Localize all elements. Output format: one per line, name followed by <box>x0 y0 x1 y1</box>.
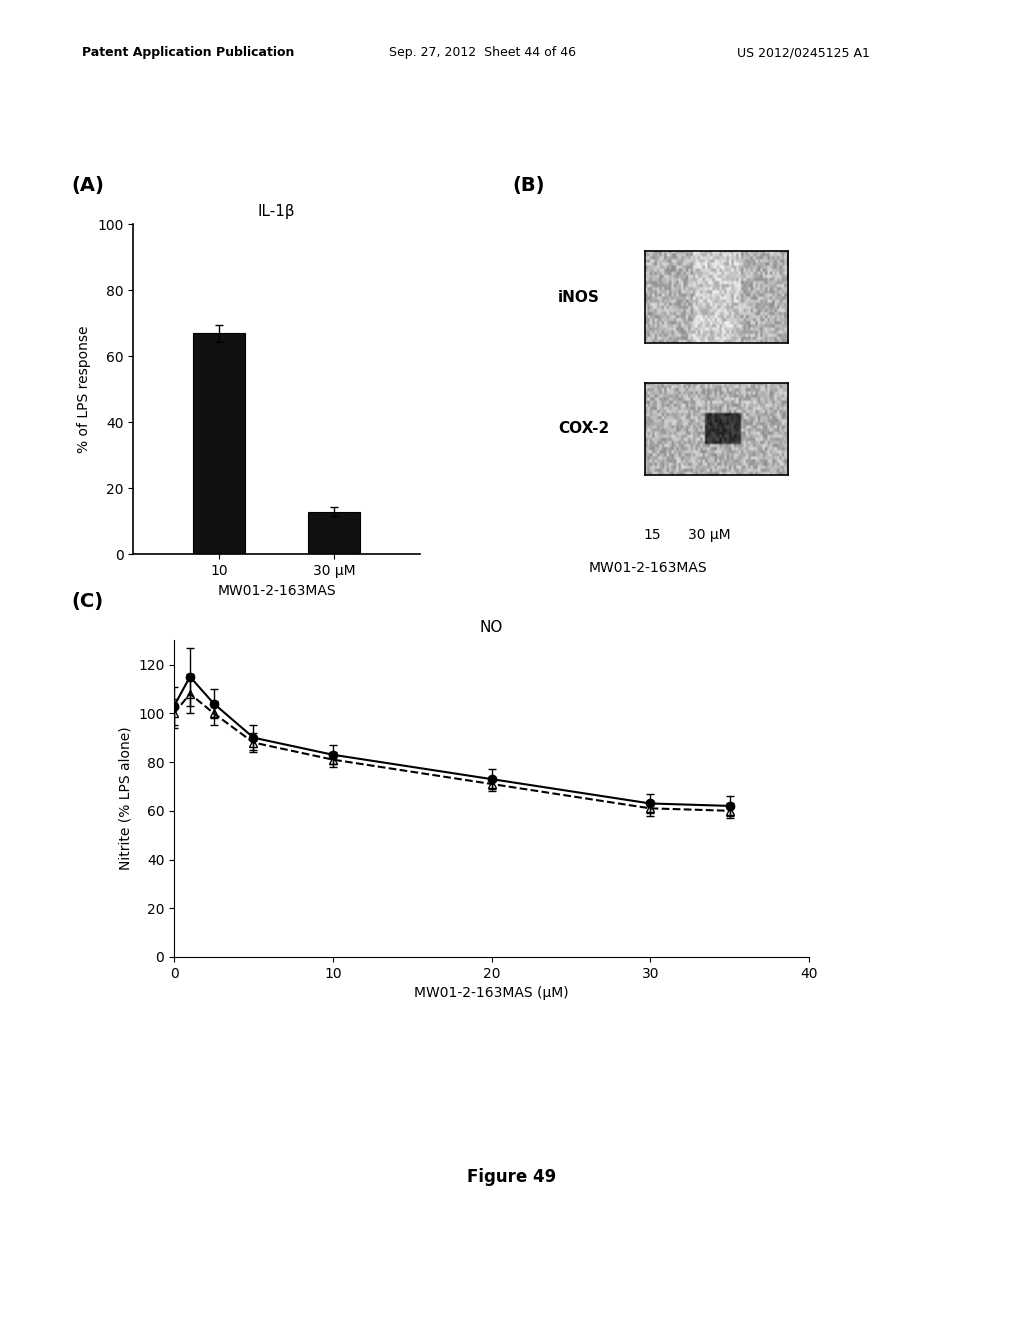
Bar <box>194 334 245 554</box>
Text: (C): (C) <box>72 593 103 611</box>
Text: Patent Application Publication: Patent Application Publication <box>82 46 294 59</box>
Text: (B): (B) <box>512 177 545 195</box>
Bar <box>308 512 359 554</box>
Text: COX-2: COX-2 <box>558 421 609 437</box>
X-axis label: MW01-2-163MAS: MW01-2-163MAS <box>217 583 336 598</box>
X-axis label: MW01-2-163MAS (μM): MW01-2-163MAS (μM) <box>414 986 569 1001</box>
Text: US 2012/0245125 A1: US 2012/0245125 A1 <box>737 46 870 59</box>
Text: iNOS: iNOS <box>558 289 600 305</box>
Title: NO: NO <box>480 620 503 635</box>
Y-axis label: Nitrite (% LPS alone): Nitrite (% LPS alone) <box>119 727 132 870</box>
Y-axis label: % of LPS response: % of LPS response <box>78 326 91 453</box>
Text: 15: 15 <box>643 528 662 543</box>
Text: 30 μM: 30 μM <box>688 528 731 543</box>
Text: MW01-2-163MAS: MW01-2-163MAS <box>589 561 708 576</box>
Title: IL-1β: IL-1β <box>258 205 295 219</box>
Text: Sep. 27, 2012  Sheet 44 of 46: Sep. 27, 2012 Sheet 44 of 46 <box>389 46 577 59</box>
Text: Figure 49: Figure 49 <box>467 1168 557 1187</box>
Text: (A): (A) <box>72 177 104 195</box>
